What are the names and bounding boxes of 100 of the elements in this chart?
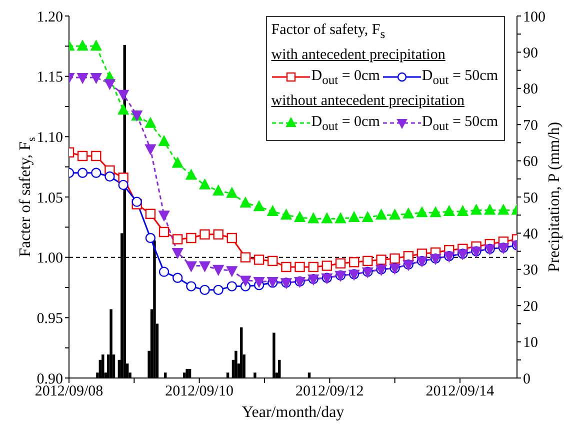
point xyxy=(90,73,102,84)
y-tick-label: 0.95 xyxy=(36,310,63,327)
x-tick-label: 2012/09/08 xyxy=(34,384,104,400)
x-axis-title: Year/month/day xyxy=(242,404,344,421)
point xyxy=(402,208,414,218)
point xyxy=(348,257,360,268)
legend-title: Factor of safety, F$_{s}$ xyxy=(271,21,386,43)
point xyxy=(91,168,102,178)
point xyxy=(77,40,88,51)
point xyxy=(77,150,88,162)
point xyxy=(186,232,196,244)
point xyxy=(294,262,305,272)
point xyxy=(199,261,210,272)
point xyxy=(267,205,278,216)
point xyxy=(281,262,292,272)
point xyxy=(200,284,210,296)
x-tick-label: 2012/09/14 xyxy=(426,384,495,400)
x-tick-label: 2012/09/10 xyxy=(165,384,234,400)
y2-tick-label: 30 xyxy=(523,262,538,279)
point xyxy=(470,204,482,215)
y2-tick-label: 40 xyxy=(523,226,538,243)
point xyxy=(158,266,170,277)
point xyxy=(240,197,251,208)
y2-tick-label: 50 xyxy=(523,190,538,206)
point xyxy=(294,212,306,222)
point xyxy=(77,73,88,84)
point xyxy=(186,261,197,272)
point xyxy=(213,229,224,240)
point xyxy=(144,144,156,155)
point xyxy=(430,206,442,218)
point xyxy=(335,258,346,268)
point xyxy=(226,281,238,292)
point xyxy=(457,205,468,216)
point xyxy=(199,178,210,190)
point xyxy=(226,232,238,244)
point xyxy=(254,200,265,212)
point xyxy=(172,248,184,259)
x-tick-label: 2012/09/12 xyxy=(295,384,364,400)
point xyxy=(254,254,264,265)
y-tick-label: 1.20 xyxy=(36,9,63,26)
point xyxy=(335,212,346,224)
legend-label: D$_{out}$ = 50cm xyxy=(422,68,498,87)
point xyxy=(280,209,292,220)
y2-axis-title: Precipitation, P (mm/h) xyxy=(546,122,563,272)
legend-label: D$_{out}$ = 0cm xyxy=(311,68,380,87)
point xyxy=(200,229,210,240)
point xyxy=(376,209,387,220)
point xyxy=(362,256,373,266)
point xyxy=(90,40,102,51)
point xyxy=(212,264,224,276)
point xyxy=(172,272,183,283)
point xyxy=(416,206,428,218)
y-tick-label: 1.05 xyxy=(36,190,63,206)
point xyxy=(172,157,184,168)
point xyxy=(254,276,265,288)
point xyxy=(132,196,142,207)
point xyxy=(444,205,455,216)
point xyxy=(186,281,196,292)
y2-tick-label: 70 xyxy=(523,118,538,134)
annotation: without antecedent precipitation xyxy=(271,92,466,111)
point xyxy=(322,260,332,271)
point xyxy=(77,168,88,178)
point xyxy=(118,180,128,190)
point xyxy=(389,209,400,220)
point xyxy=(376,254,386,265)
point xyxy=(104,79,116,90)
point xyxy=(104,171,115,182)
point xyxy=(118,90,129,100)
point xyxy=(186,169,197,180)
point xyxy=(158,210,170,222)
point xyxy=(212,184,224,196)
point xyxy=(118,104,129,115)
point xyxy=(145,208,156,219)
point xyxy=(226,187,238,198)
point xyxy=(226,266,238,277)
point xyxy=(484,204,496,215)
point xyxy=(268,256,278,266)
y-tick-label: 1.00 xyxy=(36,250,63,267)
point xyxy=(145,232,156,244)
y2-tick-label: 100 xyxy=(523,9,546,26)
point xyxy=(172,234,183,244)
point xyxy=(362,212,374,222)
y2-tick-label: 0 xyxy=(523,371,530,388)
point xyxy=(308,212,319,224)
point xyxy=(321,212,332,224)
point xyxy=(240,252,251,262)
y2-tick-label: 90 xyxy=(523,46,538,62)
point xyxy=(91,150,102,162)
y2-tick-label: 60 xyxy=(523,154,538,170)
point xyxy=(240,276,251,286)
y2-tick-label: 80 xyxy=(523,82,538,98)
point xyxy=(308,262,318,272)
point xyxy=(348,212,360,222)
y2-tick-label: 20 xyxy=(523,298,538,315)
y2-tick-label: 10 xyxy=(523,335,538,352)
y-tick-label: 1.15 xyxy=(36,70,63,86)
point xyxy=(158,135,170,146)
legend-label: D$_{out}$ = 50cm xyxy=(422,114,498,133)
y-tick-label: 1.10 xyxy=(36,130,63,146)
annotation: with antecedent precipitation xyxy=(271,46,446,65)
